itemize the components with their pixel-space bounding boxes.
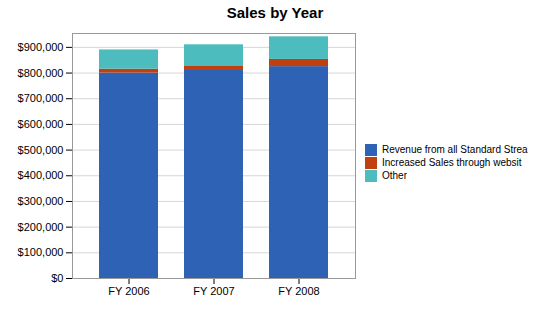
svg-text:FY 2006: FY 2006 [108, 285, 149, 297]
svg-text:FY 2007: FY 2007 [193, 285, 234, 297]
svg-text:$200,000: $200,000 [18, 221, 64, 233]
svg-text:$0: $0 [51, 272, 63, 284]
svg-text:$500,000: $500,000 [18, 144, 64, 156]
html-text:Other: Other [382, 170, 407, 181]
html-text:Increased Sales through websit: Increased Sales through websit [382, 157, 522, 168]
svg-text:$700,000: $700,000 [18, 92, 64, 104]
svg-text:$600,000: $600,000 [18, 118, 64, 130]
svg-text:$100,000: $100,000 [18, 246, 64, 258]
html-text:Sales by Year: Sales by Year [226, 4, 324, 21]
svg-text:FY 2008: FY 2008 [278, 285, 319, 297]
html-text:Revenue from all Standard Stre: Revenue from all Standard Strea [382, 144, 528, 155]
svg-text:$300,000: $300,000 [18, 195, 64, 207]
svg-text:$900,000: $900,000 [18, 41, 64, 53]
svg-text:$800,000: $800,000 [18, 67, 64, 79]
svg-text:$400,000: $400,000 [18, 169, 64, 181]
